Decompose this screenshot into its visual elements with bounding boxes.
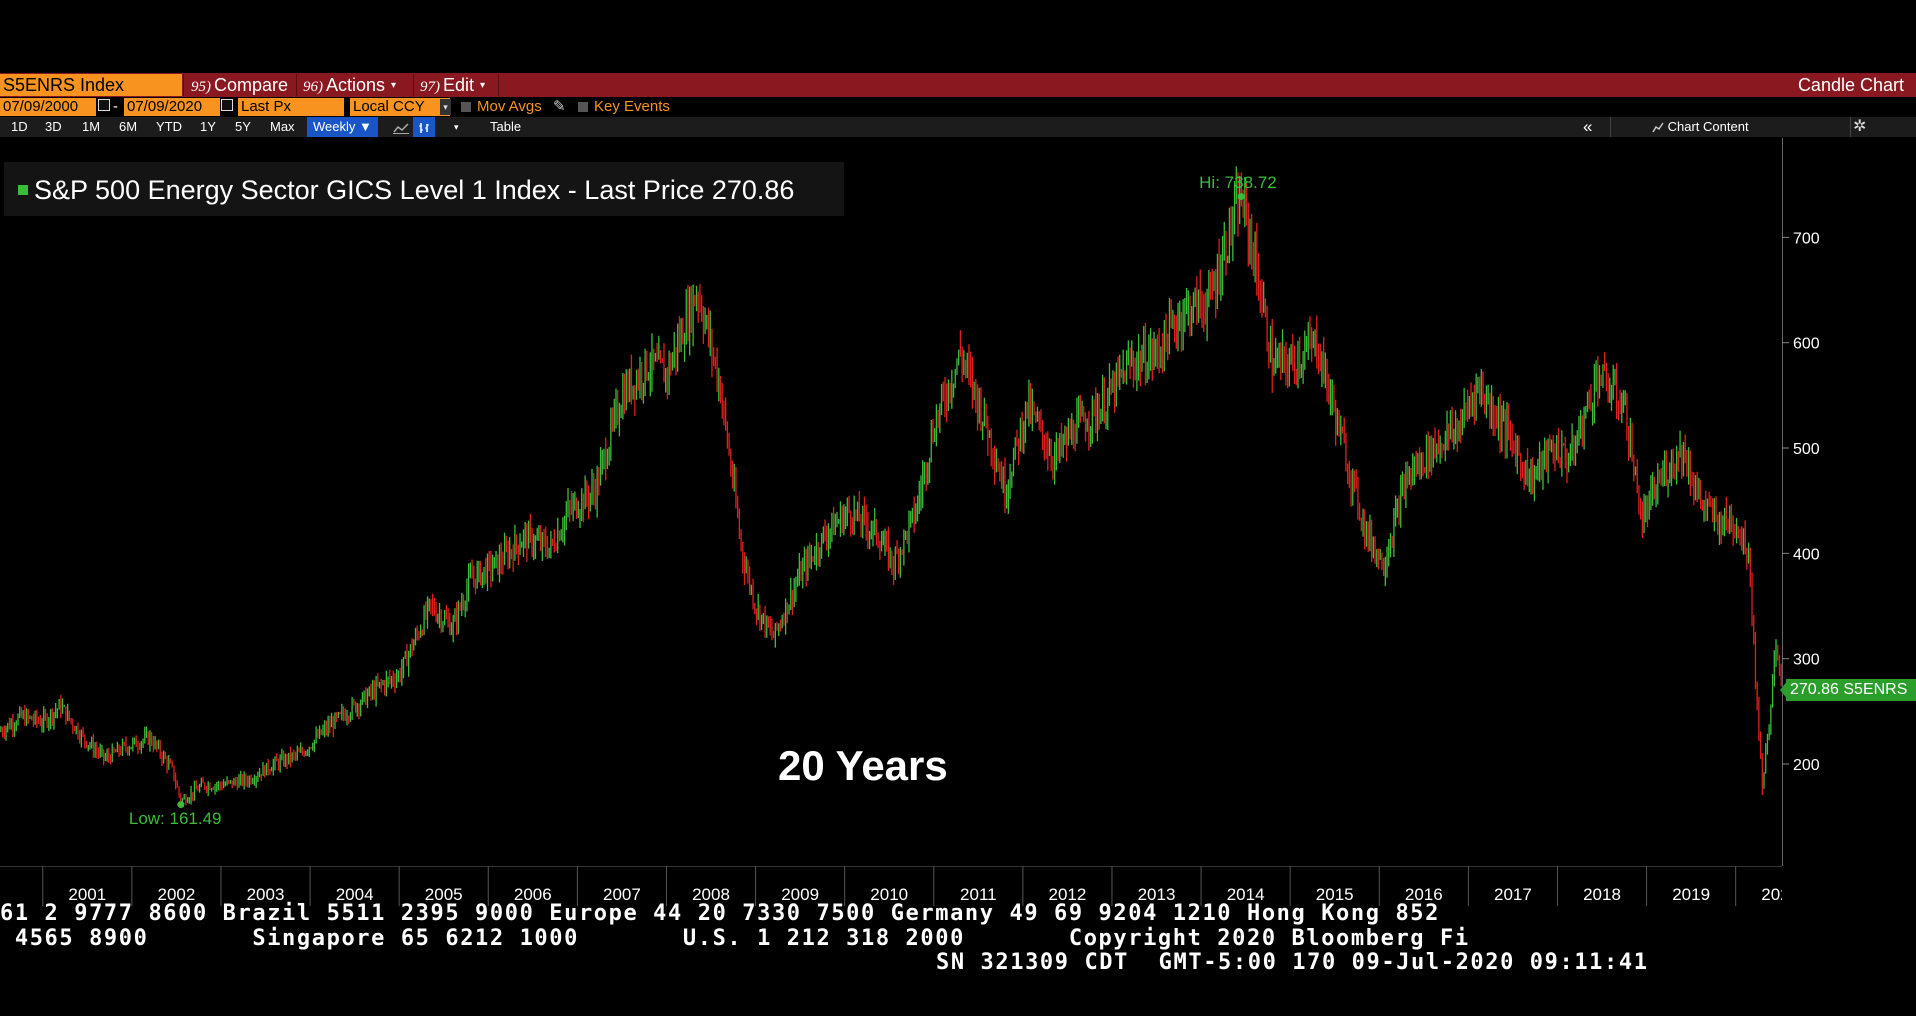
x-tick-label: 2002 — [158, 885, 196, 904]
separator — [296, 74, 297, 96]
chart-type-label: Candle Chart — [1797, 75, 1904, 95]
actions-number: 96) — [303, 79, 323, 95]
period-3d[interactable]: 3D — [45, 119, 62, 134]
collapse-icon[interactable]: « — [1583, 117, 1593, 136]
ticker-field[interactable]: S5ENRS Index — [0, 74, 182, 96]
x-tick-label: 2009 — [781, 885, 819, 904]
y-tick-label: 600 — [1793, 336, 1820, 353]
low-marker — [177, 801, 185, 809]
x-tick-label: 2003 — [247, 885, 285, 904]
chevron-down-icon[interactable]: ▾ — [440, 99, 451, 115]
period-ytd[interactable]: YTD — [156, 119, 182, 134]
period-5y[interactable]: 5Y — [235, 119, 251, 134]
y-tick-label: 200 — [1793, 757, 1820, 774]
mov-avgs-toggle[interactable]: Mov Avgs — [461, 98, 542, 116]
end-date-field[interactable]: 07/09/2020 — [124, 98, 220, 116]
x-tick-label: 2016 — [1405, 885, 1443, 904]
x-tick-label: 2012 — [1049, 885, 1087, 904]
y-tick-label: 300 — [1793, 652, 1820, 669]
period-6m[interactable]: 6M — [119, 119, 138, 134]
chart-content-icon — [1652, 122, 1664, 133]
y-tick-label: 500 — [1793, 441, 1820, 458]
actions-button[interactable]: 96) Actions ▾ — [303, 74, 396, 96]
separator — [413, 74, 414, 96]
mov-avgs-label: Mov Avgs — [477, 98, 542, 115]
x-tick-label: 2005 — [425, 885, 463, 904]
legend-swatch — [18, 185, 28, 195]
start-date-field[interactable]: 07/09/2000 — [0, 98, 96, 116]
candle-chart[interactable] — [0, 138, 1782, 866]
y-tick-label: 400 — [1793, 546, 1820, 563]
bar-chart-icon[interactable] — [413, 117, 435, 137]
table-button[interactable]: Table — [490, 119, 522, 134]
y-tick-label: 700 — [1793, 230, 1820, 247]
x-tick-label: 2014 — [1227, 885, 1265, 904]
x-tick-label: 2010 — [870, 885, 908, 904]
chevron-down-icon: ▾ — [480, 80, 486, 92]
gear-icon[interactable]: ✲ — [1853, 118, 1867, 135]
compare-number: 95) — [191, 79, 211, 95]
x-tick-label: 2001 — [68, 885, 106, 904]
overlay-label: 20 Years — [778, 742, 948, 789]
x-tick-label: 2006 — [514, 885, 552, 904]
footer-contact-line-1: 61 2 9777 8600 Brazil 5511 2395 9000 Eur… — [0, 901, 1440, 926]
x-tick-label: 2020 — [1761, 885, 1782, 904]
field-selector[interactable]: Last Px — [238, 98, 344, 116]
footer-session-line: SN 321309 CDT GMT-5:00 170 09-Jul-2020 0… — [936, 950, 1649, 975]
actions-label: Actions — [326, 75, 386, 95]
period-toolbar — [0, 117, 1916, 137]
price-axis: 200 300 400 500 600 700 — [1782, 230, 1820, 774]
edit-label: Edit — [443, 75, 475, 95]
checkbox-icon — [461, 102, 471, 113]
chevron-down-icon: ▾ — [391, 80, 397, 92]
x-tick-label: 2013 — [1138, 885, 1176, 904]
frequency-selector[interactable]: Weekly ▼ — [307, 117, 378, 137]
legend-box — [4, 162, 844, 216]
x-tick-label: 2017 — [1494, 885, 1532, 904]
calendar-icon[interactable] — [98, 98, 110, 116]
x-tick-label: 2008 — [692, 885, 730, 904]
calendar-icon[interactable] — [221, 98, 233, 116]
price-tag-pointer — [1780, 680, 1788, 700]
price-axis-line — [1782, 138, 1783, 866]
time-axis: 2001 2002 2003 2004 2005 2006 2007 2008 2009 2010… — [0, 866, 1782, 906]
chevron-down-icon[interactable]: ▾ — [454, 122, 459, 132]
key-events-toggle[interactable]: Key Events — [578, 98, 670, 116]
date-separator: - — [113, 98, 118, 115]
x-tick-label: 2018 — [1583, 885, 1621, 904]
checkbox-icon — [578, 102, 588, 113]
x-tick-label: 2004 — [336, 885, 374, 904]
period-max[interactable]: Max — [270, 119, 295, 134]
legend-text: S&P 500 Energy Sector GICS Level 1 Index… — [34, 175, 795, 205]
low-label: Low: 161.49 — [128, 808, 222, 828]
x-tick-label: 2007 — [603, 885, 641, 904]
edit-number: 97) — [420, 79, 440, 95]
x-tick-label: 2015 — [1316, 885, 1354, 904]
period-1y[interactable]: 1Y — [200, 119, 216, 134]
compare-button[interactable]: 95) Compare — [191, 74, 288, 96]
separator — [183, 74, 184, 96]
period-1m[interactable]: 1M — [82, 119, 101, 134]
chart-content-button[interactable]: Chart Content — [1652, 117, 1749, 137]
separator — [498, 74, 499, 96]
footer-contact-line-2: 4565 8900 Singapore 65 6212 1000 U.S. 1 … — [0, 926, 1470, 951]
high-marker — [1237, 193, 1245, 201]
separator — [1610, 117, 1611, 137]
pencil-icon[interactable]: ✎ — [553, 98, 566, 115]
line-chart-icon[interactable] — [390, 117, 412, 137]
x-tick-label: 2019 — [1672, 885, 1710, 904]
compare-label: Compare — [214, 75, 289, 95]
edit-button[interactable]: 97) Edit ▾ — [420, 74, 485, 96]
currency-selector[interactable]: Local CCY — [350, 98, 450, 116]
separator — [1850, 117, 1851, 137]
last-price-tag: 270.86 S5ENRS — [1786, 679, 1916, 701]
command-bar — [0, 73, 1916, 97]
currency-label: Local CCY — [353, 98, 425, 115]
x-tick-label: 2011 — [960, 885, 997, 904]
chart-content-label: Chart Content — [1667, 119, 1749, 134]
key-events-label: Key Events — [594, 98, 670, 115]
high-label: Hi: 738.72 — [1199, 172, 1277, 192]
period-1d[interactable]: 1D — [11, 119, 28, 134]
